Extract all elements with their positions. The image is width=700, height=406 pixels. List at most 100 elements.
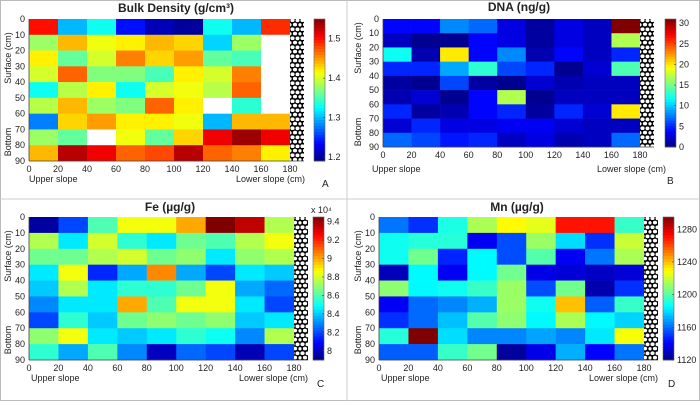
colorbar-segment bbox=[313, 264, 324, 269]
colorbar-frame bbox=[662, 216, 675, 361]
colorbar-segment bbox=[665, 131, 676, 135]
x-tick-label: 60 bbox=[464, 150, 474, 160]
heatmap-cell bbox=[526, 344, 556, 361]
heatmap-cell bbox=[611, 33, 641, 48]
heatmap-cell bbox=[116, 66, 146, 83]
heatmap-cell bbox=[497, 19, 527, 34]
heatmap-cell bbox=[116, 145, 146, 162]
colorbar-segment bbox=[314, 60, 325, 64]
colorbar-segment bbox=[663, 306, 674, 310]
heatmap-cell bbox=[87, 97, 117, 114]
heatmap-cell bbox=[117, 344, 148, 361]
colorbar-segment bbox=[663, 333, 674, 337]
heatmap-cell bbox=[174, 66, 204, 83]
colorbar-segment bbox=[665, 19, 676, 23]
colorbar-segment bbox=[665, 123, 676, 127]
heatmap-cell bbox=[497, 118, 527, 134]
colorbar-segment bbox=[665, 144, 676, 148]
heatmap-cell bbox=[582, 118, 612, 134]
heatmap-cell bbox=[58, 50, 88, 67]
colorbar-segment bbox=[313, 324, 324, 328]
y-tick-label: 10 bbox=[369, 28, 379, 38]
colorbar-frame bbox=[664, 18, 677, 148]
heatmap-cell bbox=[555, 296, 586, 313]
heatmap-cell bbox=[203, 50, 233, 67]
colorbar-segment bbox=[313, 300, 324, 304]
colorbar-segment bbox=[313, 222, 324, 227]
x-tick-label: 40 bbox=[435, 150, 445, 160]
heatmap-cell bbox=[525, 47, 555, 62]
heatmap-cell bbox=[264, 344, 295, 361]
y-tick-label: 10 bbox=[15, 228, 25, 238]
heatmap-cell bbox=[411, 19, 441, 34]
x-tick-label: 40 bbox=[83, 363, 93, 373]
heatmap-cell bbox=[497, 132, 527, 148]
heatmap-cell bbox=[145, 34, 175, 51]
y-tick-label: 80 bbox=[15, 339, 25, 349]
heatmap-cell bbox=[411, 47, 441, 62]
colorbar-segment bbox=[313, 303, 324, 307]
x-tick-label: 100 bbox=[519, 363, 534, 373]
heatmap-cell bbox=[174, 113, 204, 130]
y-label-surface: Surface (cm) bbox=[3, 32, 13, 84]
heatmap-cell bbox=[614, 280, 645, 297]
colorbar-segment bbox=[314, 125, 325, 129]
heatmap-cell bbox=[555, 248, 586, 265]
colorbar-segment bbox=[663, 327, 674, 331]
colorbar-segment bbox=[663, 303, 674, 307]
heatmap-cell bbox=[379, 217, 409, 234]
colorbar-segment bbox=[663, 231, 674, 236]
colorbar-segment bbox=[313, 291, 324, 295]
heatmap-cell bbox=[58, 217, 89, 234]
colorbar-segment bbox=[313, 357, 324, 361]
heatmap-cell bbox=[411, 104, 441, 119]
heatmap-cell bbox=[232, 34, 262, 51]
colorbar-segment bbox=[314, 39, 325, 44]
colorbar-frame bbox=[313, 18, 326, 162]
colorbar-segment bbox=[313, 327, 324, 331]
heatmap-cell bbox=[408, 328, 439, 345]
heatmap-cell bbox=[496, 248, 527, 265]
colorbar-segment bbox=[314, 110, 325, 115]
heatmap-cell bbox=[261, 145, 291, 162]
colorbar-segment bbox=[314, 87, 325, 91]
heatmap-cell bbox=[555, 280, 586, 297]
heatmap-cell bbox=[116, 19, 146, 36]
heatmap-cell bbox=[117, 264, 148, 281]
colorbar-segment bbox=[314, 75, 325, 79]
colorbar-segment bbox=[314, 57, 325, 61]
heatmap-cell bbox=[611, 75, 641, 91]
heatmap-cell bbox=[174, 145, 204, 162]
heatmap-cell bbox=[497, 90, 527, 105]
heatmap-cell bbox=[174, 50, 204, 67]
heatmap-cell bbox=[29, 97, 59, 114]
heatmap-cell bbox=[29, 145, 59, 162]
heatmap-cell bbox=[440, 33, 469, 48]
colorbar-segment bbox=[313, 312, 324, 316]
heatmap-cell bbox=[554, 19, 584, 34]
heatmap-cell bbox=[87, 232, 118, 250]
heatmap-cell bbox=[261, 129, 291, 146]
chart-title: Fe (µg/g) bbox=[145, 200, 195, 214]
colorbar-segment bbox=[663, 255, 674, 260]
colorbar-segment bbox=[314, 66, 325, 70]
colorbar-segment bbox=[313, 294, 324, 298]
heatmap-cell bbox=[526, 296, 556, 313]
colorbar-segment bbox=[665, 83, 676, 87]
panel-letter: B bbox=[667, 176, 674, 187]
heatmap-cell bbox=[411, 118, 441, 134]
colorbar-segment bbox=[665, 107, 676, 111]
x-tick-label: 40 bbox=[82, 164, 92, 174]
heatmap-cell bbox=[58, 248, 89, 265]
colorbar-segment bbox=[313, 273, 324, 277]
heatmap-cell bbox=[611, 19, 641, 34]
colorbar-segment bbox=[663, 357, 674, 361]
colorbar-segment bbox=[665, 93, 676, 97]
heatmap-cell bbox=[554, 47, 584, 62]
heatmap-cell bbox=[585, 217, 615, 234]
heatmap-cell bbox=[526, 264, 556, 281]
colorbar-segment bbox=[314, 107, 325, 112]
heatmap-cell bbox=[555, 232, 586, 250]
heatmap-cell bbox=[383, 132, 412, 148]
heatmap-cell bbox=[29, 66, 59, 83]
